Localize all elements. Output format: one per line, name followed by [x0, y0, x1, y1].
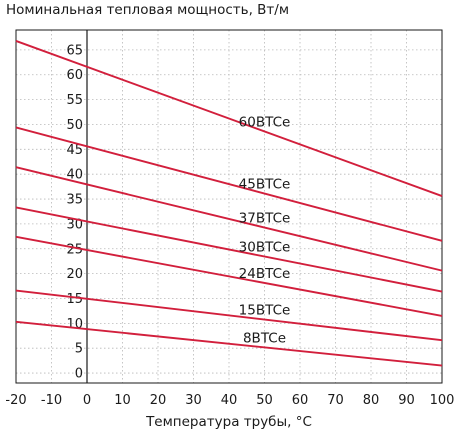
x-tick-label: 10: [114, 393, 131, 408]
y-tick-label: 45: [66, 143, 83, 158]
series-label-60btce: 60BTCe: [239, 114, 291, 130]
x-tick-label: 80: [363, 393, 380, 408]
series-line-24btce: [15, 235, 443, 317]
y-tick-label: 0: [75, 367, 83, 382]
x-tick-label: -10: [41, 393, 62, 408]
x-tick-label: 0: [83, 393, 91, 408]
series-label-30btce: 30BTCe: [239, 240, 291, 256]
y-tick-label: 50: [66, 118, 83, 133]
series-line-45btce: [15, 126, 443, 242]
series-line-37btce: [15, 166, 443, 272]
chart-title: Номинальная тепловая мощность, Вт/м: [6, 2, 290, 18]
x-tick-label: 100: [430, 393, 455, 408]
series-line-60btce: [15, 40, 443, 197]
plot-frame: [15, 29, 443, 384]
y-tick-label: 20: [66, 267, 83, 282]
y-tick-label: 65: [66, 43, 83, 58]
y-tick-label: 55: [66, 93, 83, 108]
series-label-37btce: 37BTCe: [239, 211, 291, 227]
series-lines: [15, 40, 443, 367]
x-tick-label: 30: [185, 393, 202, 408]
x-tick-label: -20: [5, 393, 26, 408]
x-tick-label: 40: [221, 393, 238, 408]
series-line-8btce: [15, 320, 443, 367]
series-label-24btce: 24BTCe: [239, 266, 291, 282]
x-tick-label: 50: [256, 393, 273, 408]
series-label-45btce: 45BTCe: [239, 177, 291, 193]
series-line-15btce: [15, 289, 443, 342]
x-axis-label: Температура трубы, °С: [146, 414, 312, 430]
x-tick-label: 60: [292, 393, 309, 408]
y-tick-label: 30: [66, 217, 83, 232]
y-tick-label: 15: [66, 292, 83, 307]
y-tick-label: 5: [75, 342, 83, 357]
y-tick-label: 40: [66, 168, 83, 183]
grid: [15, 30, 443, 383]
y-tick-label: 35: [66, 193, 83, 208]
series-label-8btce: 8BTCe: [243, 330, 286, 346]
series-line-30btce: [15, 206, 443, 293]
x-tick-label: 70: [327, 393, 344, 408]
x-tick-label: 90: [398, 393, 415, 408]
axes: [15, 29, 443, 384]
x-tick-label: 20: [150, 393, 167, 408]
series-labels: 60BTCe 45BTCe 37BTCe 30BTCe 24BTCe 15BTCe 8BTC…: [239, 114, 291, 346]
series-label-15btce: 15BTCe: [239, 303, 291, 319]
y-tick-label: 10: [66, 317, 83, 332]
y-tick-label: 60: [66, 68, 83, 83]
